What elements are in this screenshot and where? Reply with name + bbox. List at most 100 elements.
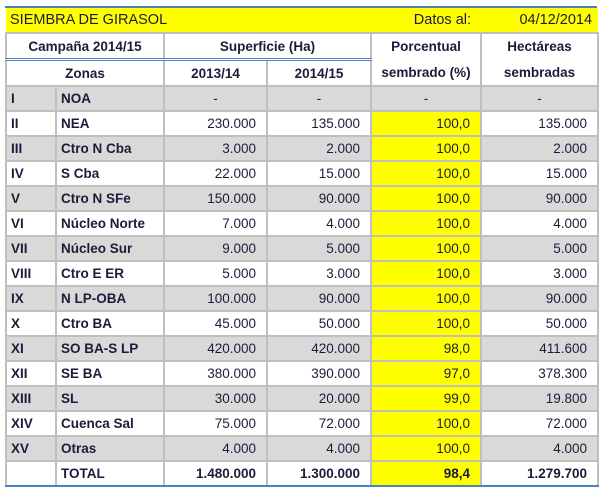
surface-2013-14: 100.000	[163, 285, 268, 312]
zone-number: IV	[5, 160, 57, 187]
pct-sown: 99,0	[370, 385, 483, 412]
surface-header: Superficie (Ha)	[162, 32, 373, 61]
hectares-sown: 90.000	[480, 185, 600, 212]
year2-header: 2014/15	[265, 58, 373, 87]
zone-name: Ctro N SFe	[55, 185, 165, 212]
ha-header-2: sembradas	[480, 59, 600, 87]
hectares-sown: 135.000	[480, 110, 600, 137]
hectares-sown: 50.000	[480, 310, 600, 337]
zone-name: SO BA-S LP	[55, 335, 165, 362]
pct-sown: 97,0	[370, 360, 483, 387]
hectares-sown: 2.000	[480, 135, 600, 162]
total-row: TOTAL 1.480.000 1.300.000 98,4 1.279.700	[5, 460, 600, 487]
hectares-sown: 90.000	[480, 285, 600, 312]
zone-number: V	[5, 185, 57, 212]
total-label: TOTAL	[55, 460, 165, 487]
total-blank	[5, 460, 57, 487]
zone-name: SL	[55, 385, 165, 412]
hectares-sown: -	[480, 85, 600, 112]
total-2014-15: 1.300.000	[265, 460, 373, 487]
table-row: XIV Cuenca Sal 75.000 72.000 100,0 72.000	[5, 410, 600, 437]
surface-2014-15: 2.000	[265, 135, 373, 162]
table-row: IV S Cba 22.000 15.000 100,0 15.000	[5, 160, 600, 187]
zone-number: VII	[5, 235, 57, 262]
table-row: V Ctro N SFe 150.000 90.000 100,0 90.000	[5, 185, 600, 212]
table-row: III Ctro N Cba 3.000 2.000 100,0 2.000	[5, 135, 600, 162]
surface-2013-14: 230.000	[163, 110, 268, 137]
table-row: VII Núcleo Sur 9.000 5.000 100,0 5.000	[5, 235, 600, 262]
surface-2014-15: 20.000	[265, 385, 373, 412]
surface-2013-14: -	[163, 85, 268, 112]
surface-2013-14: 4.000	[163, 435, 268, 462]
surface-2014-15: 90.000	[265, 285, 373, 312]
zone-number: III	[5, 135, 57, 162]
surface-2013-14: 45.000	[163, 310, 268, 337]
pct-sown: 100,0	[370, 160, 483, 187]
pct-sown: 98,0	[370, 335, 483, 362]
surface-2013-14: 420.000	[163, 335, 268, 362]
zones-header: Zonas	[5, 58, 165, 87]
zone-name: Ctro E ER	[55, 260, 165, 287]
pct-sown: 100,0	[370, 435, 483, 462]
hectares-sown: 72.000	[480, 410, 600, 437]
surface-2014-15: 50.000	[265, 310, 373, 337]
surface-2014-15: 390.000	[265, 360, 373, 387]
total-2013-14: 1.480.000	[163, 460, 268, 487]
table-row: XIII SL 30.000 20.000 99,0 19.800	[5, 385, 600, 412]
pct-sown: 100,0	[370, 135, 483, 162]
sunflower-sowing-table: SIEMBRA DE GIRASOL Datos al: 04/12/2014 …	[5, 8, 600, 487]
pct-sown: 100,0	[370, 110, 483, 137]
table-row: IX N LP-OBA 100.000 90.000 100,0 90.000	[5, 285, 600, 312]
zone-number: X	[5, 310, 57, 337]
table-row: VIII Ctro E ER 5.000 3.000 100,0 3.000	[5, 260, 600, 287]
table-row: XV Otras 4.000 4.000 100,0 4.000	[5, 435, 600, 462]
pct-sown: 100,0	[370, 185, 483, 212]
header-row-1: Campaña 2014/15 Superficie (Ha) Porcentu…	[5, 32, 600, 61]
table-row: I NOA - - - -	[5, 85, 600, 112]
zone-name: N LP-OBA	[55, 285, 165, 312]
surface-2014-15: 135.000	[265, 110, 373, 137]
hectares-sown: 15.000	[480, 160, 600, 187]
zone-name: NEA	[55, 110, 165, 137]
hectares-sown: 19.800	[480, 385, 600, 412]
surface-2014-15: 72.000	[265, 410, 373, 437]
date-value: 04/12/2014	[481, 8, 599, 33]
zone-name: Ctro BA	[55, 310, 165, 337]
surface-2014-15: 3.000	[265, 260, 373, 287]
pct-sown: -	[370, 85, 483, 112]
pct-header-1: Porcentual	[370, 32, 483, 60]
surface-2013-14: 380.000	[163, 360, 268, 387]
zone-number: XIII	[5, 385, 57, 412]
sunflower-sowing-table-container: SIEMBRA DE GIRASOL Datos al: 04/12/2014 …	[5, 6, 600, 487]
total-pct: 98,4	[370, 460, 483, 487]
zone-name: S Cba	[55, 160, 165, 187]
pct-sown: 100,0	[370, 410, 483, 437]
table-row: XII SE BA 380.000 390.000 97,0 378.300	[5, 360, 600, 387]
date-label: Datos al:	[371, 8, 482, 33]
pct-sown: 100,0	[370, 310, 483, 337]
pct-sown: 100,0	[370, 260, 483, 287]
hectares-sown: 378.300	[480, 360, 600, 387]
zone-name: NOA	[55, 85, 165, 112]
hectares-sown: 3.000	[480, 260, 600, 287]
surface-2013-14: 9.000	[163, 235, 268, 262]
hectares-sown: 5.000	[480, 235, 600, 262]
pct-sown: 100,0	[370, 235, 483, 262]
surface-2013-14: 5.000	[163, 260, 268, 287]
zone-number: XV	[5, 435, 57, 462]
surface-2014-15: 5.000	[265, 235, 373, 262]
zone-number: IX	[5, 285, 57, 312]
header-row-2: Zonas 2013/14 2014/15 sembrado (%) sembr…	[5, 58, 600, 87]
zone-number: VI	[5, 210, 57, 237]
surface-2013-14: 7.000	[163, 210, 268, 237]
table-row: VI Núcleo Norte 7.000 4.000 100,0 4.000	[5, 210, 600, 237]
pct-sown: 100,0	[370, 285, 483, 312]
surface-2013-14: 22.000	[163, 160, 268, 187]
surface-2014-15: 4.000	[265, 210, 373, 237]
surface-2014-15: 420.000	[265, 335, 373, 362]
surface-2014-15: 4.000	[265, 435, 373, 462]
hectares-sown: 411.600	[480, 335, 600, 362]
campaign-header: Campaña 2014/15	[5, 32, 165, 61]
total-hectares: 1.279.700	[480, 460, 600, 487]
zone-name: Otras	[55, 435, 165, 462]
